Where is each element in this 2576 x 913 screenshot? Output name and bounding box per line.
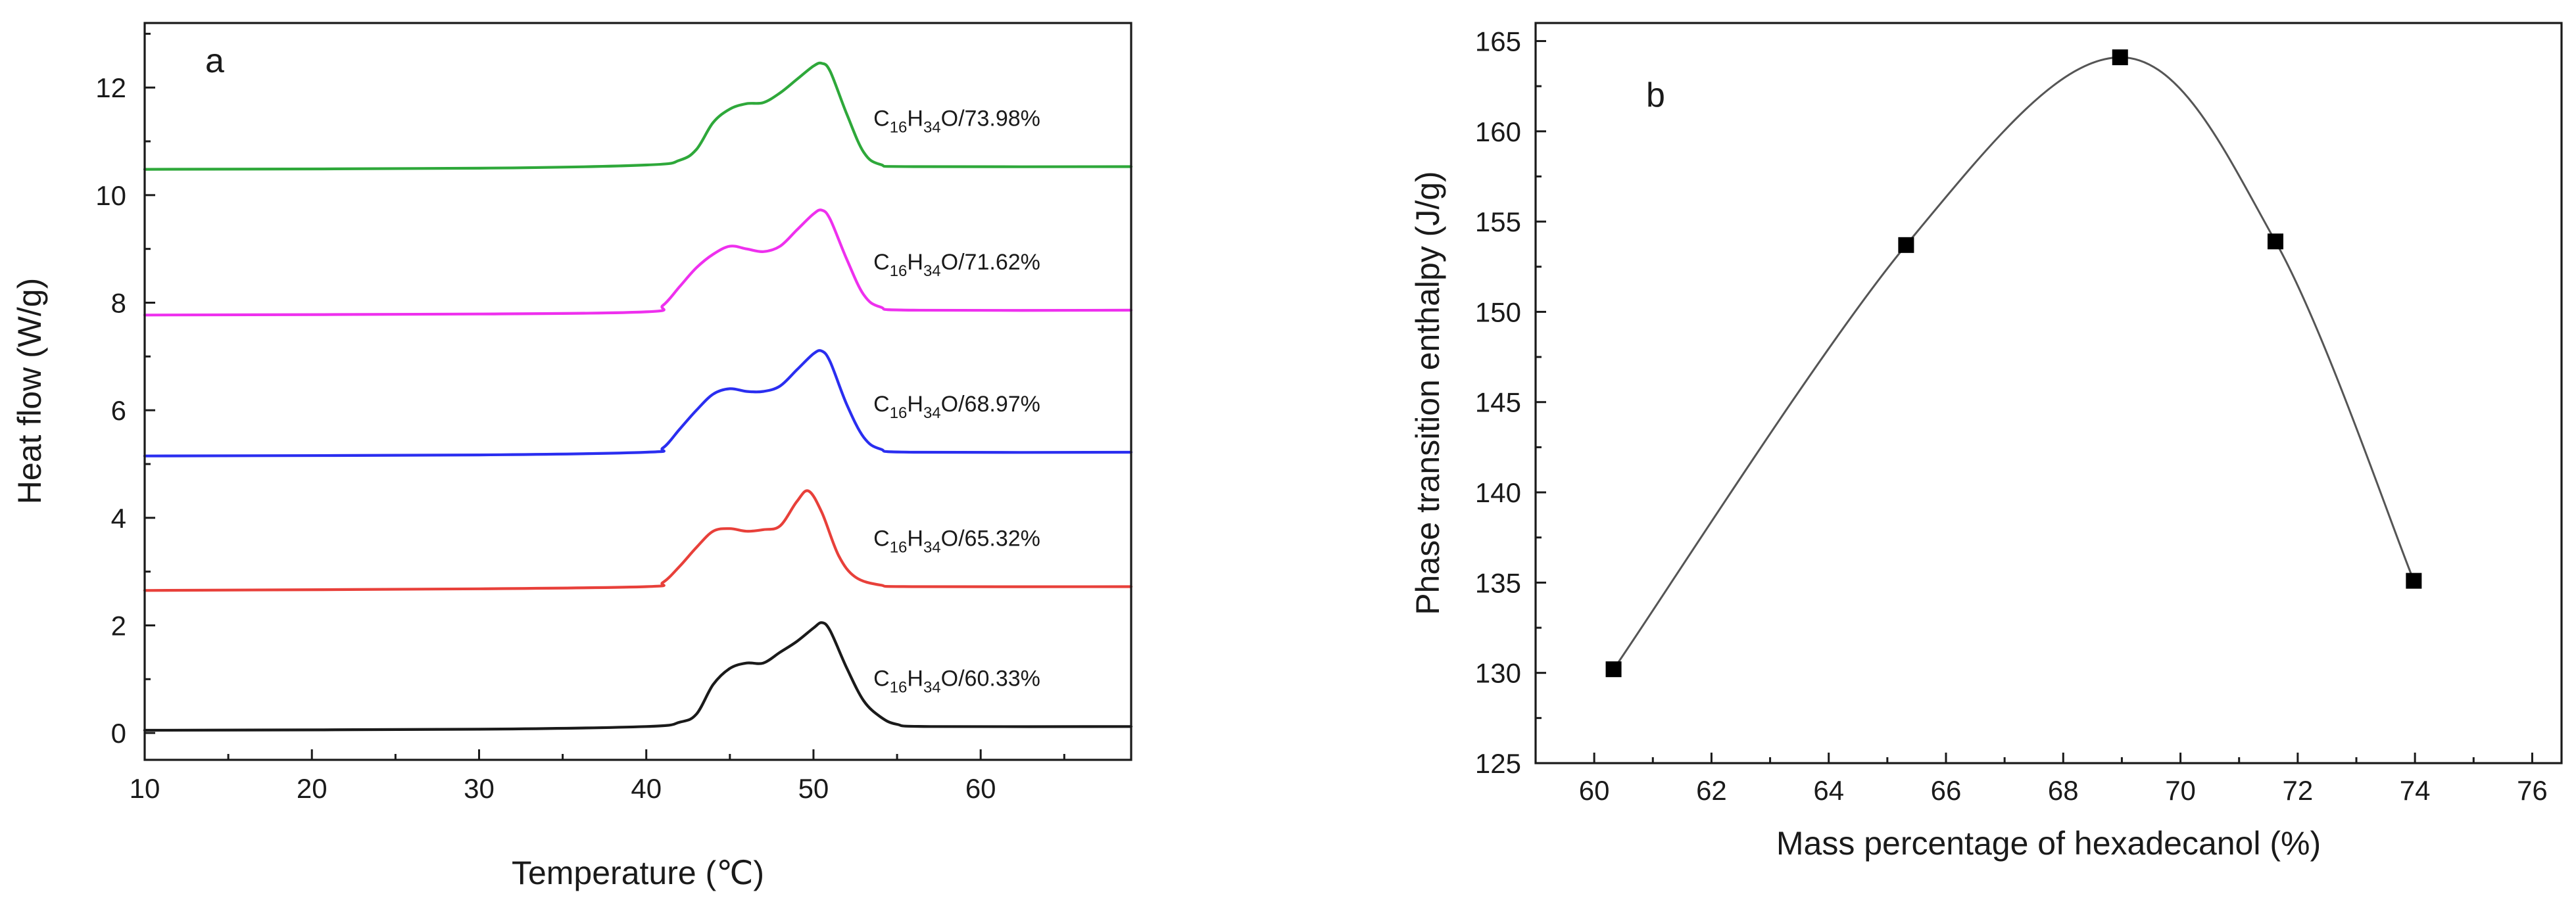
panel-a-plot-frame	[143, 22, 1132, 761]
panel-b-x-tick-label: 72	[2282, 775, 2313, 806]
panel-b-y-tick-label: 150	[1475, 296, 1521, 327]
panel-b-letter: b	[1646, 76, 1665, 114]
panel-b-y-tick-label: 125	[1475, 748, 1521, 779]
panel-a-curve-labels: C16H34O/60.33%C16H34O/65.32%C16H34O/68.9…	[873, 106, 1040, 696]
panel-a-curve-label-part: 34	[923, 539, 941, 557]
panel-b-plot-frame	[1534, 22, 2563, 764]
panel-a-curve-label-part: 34	[923, 404, 941, 422]
panel-b-y-tick-label: 140	[1475, 477, 1521, 508]
panel-b-data-point	[1898, 237, 1914, 253]
panel-a-curve-label: C16H34O/65.32%	[873, 527, 1040, 557]
panel-b-x-tick-label: 64	[1813, 775, 1844, 806]
panel-a-curve-label-part: 16	[890, 678, 908, 696]
panel-b-y-tick-label: 130	[1475, 658, 1521, 689]
panel-b-data-point	[2406, 573, 2422, 589]
panel-a-curve-label-part: O/65.32%	[941, 527, 1040, 551]
panel-a-x-tick-label: 40	[631, 773, 662, 804]
panel-a-curve-label: C16H34O/71.62%	[873, 250, 1040, 280]
panel-a-y-tick-label: 4	[111, 503, 126, 534]
panel-a-curve-label-part: C	[873, 666, 890, 691]
panel-b-data-point	[1605, 661, 1622, 678]
panel-b-data-point	[2267, 233, 2283, 250]
panel-a-curve-label: C16H34O/68.97%	[873, 392, 1040, 422]
panel-a-curve-4	[143, 61, 1133, 171]
panel-a-curve-label-part: 16	[890, 539, 908, 557]
panel-b-data-point	[2112, 49, 2128, 66]
panel-a-curve-1	[143, 489, 1133, 592]
panel-a-x-tick-label: 20	[297, 773, 328, 804]
panel-a-y-tick-label: 8	[111, 287, 126, 318]
panel-a-curve-label-part: H	[907, 106, 923, 131]
panel-a-curve-label-part: H	[907, 666, 923, 691]
panel-a-x-tick-label: 30	[464, 773, 495, 804]
panel-a-letter: a	[205, 42, 224, 80]
panel-b-ticks: 60 62 64 66 68 70 72 74 76 125 130 135 140 145 150 155 1…	[1475, 26, 2548, 806]
panel-a-curve-label-part: 16	[890, 404, 908, 422]
panel-a-y-tick-label: 2	[111, 610, 126, 641]
panel-b-y-tick-label: 135	[1475, 567, 1521, 598]
panel-a-curve-3	[143, 208, 1133, 317]
panel-a-x-axis-title: Temperature (℃)	[512, 854, 764, 891]
panel-a-curve-label-part: H	[907, 250, 923, 275]
panel-a-curve-label: C16H34O/73.98%	[873, 106, 1040, 136]
panel-a-curve-label-part: H	[907, 392, 923, 417]
panel-b-y-tick-label: 165	[1475, 26, 1521, 57]
panel-a-curve-0	[143, 621, 1133, 732]
panel-b-x-tick-label: 70	[2165, 775, 2196, 806]
panel-a-curve-label-part: C	[873, 527, 890, 551]
panel-a-ticks: 10 20 30 40 50 60 0 2 4 6 8 10 12	[95, 32, 1065, 804]
panel-a-curve-label-part: O/68.97%	[941, 392, 1040, 417]
panel-a-x-tick-label: 50	[798, 773, 829, 804]
panel-b-x-tick-label: 66	[1931, 775, 1962, 806]
panel-a-curves	[143, 61, 1133, 732]
panel-a-curve-label-part: H	[907, 527, 923, 551]
panel-b-points	[1605, 49, 2422, 678]
panel-a-curve-label-part: C	[873, 106, 890, 131]
panel-b-x-tick-label: 62	[1696, 775, 1727, 806]
panel-b-fit-line	[1613, 56, 2415, 670]
panel-a-y-axis-title: Heat flow (W/g)	[11, 278, 48, 505]
panel-a-curve-label-part: 34	[923, 678, 941, 696]
panel-b-x-tick-label: 76	[2517, 775, 2548, 806]
panel-b-y-tick-label: 145	[1475, 387, 1521, 418]
panel-b-y-axis-title: Phase transition enthalpy (J/g)	[1409, 171, 1446, 615]
panel-a-curve-label-part: O/73.98%	[941, 106, 1040, 131]
panel-b-y-tick-label: 155	[1475, 206, 1521, 237]
panel-a-curve-label-part: 16	[890, 118, 908, 136]
panel-a-y-tick-label: 0	[111, 718, 126, 749]
panel-a-x-tick-label: 10	[130, 773, 160, 804]
panel-a-curve-label-part: C	[873, 250, 890, 275]
panel-a-curve-label-part: O/60.33%	[941, 666, 1040, 691]
panel-a-y-tick-label: 12	[95, 72, 126, 103]
panel-a-curve-2	[143, 349, 1133, 457]
panel-a-y-tick-label: 10	[95, 180, 126, 211]
panel-a-curve-label-part: O/71.62%	[941, 250, 1040, 275]
panel-b-chart: b 60 62 64 66 68 70 72 74 76 125 130 135 140 145 150 15…	[1409, 22, 2563, 862]
panel-b-fit-curve	[1613, 56, 2415, 670]
panel-b-y-tick-label: 160	[1475, 116, 1521, 147]
panel-a-curve-label-part: 16	[890, 262, 908, 280]
panel-a-curve-label-part: 34	[923, 118, 941, 136]
panel-a-y-tick-label: 6	[111, 395, 126, 426]
panel-a-curve-label-part: 34	[923, 262, 941, 280]
panel-b-x-axis-title: Mass percentage of hexadecanol (%)	[1776, 825, 2321, 862]
panel-b-x-tick-label: 74	[2400, 775, 2431, 806]
panel-a-x-tick-label: 60	[965, 773, 996, 804]
panel-b-x-tick-label: 60	[1579, 775, 1610, 806]
panel-a-curve-label-part: C	[873, 392, 890, 417]
panel-a-curve-label: C16H34O/60.33%	[873, 666, 1040, 696]
panel-b-x-tick-label: 68	[2048, 775, 2079, 806]
